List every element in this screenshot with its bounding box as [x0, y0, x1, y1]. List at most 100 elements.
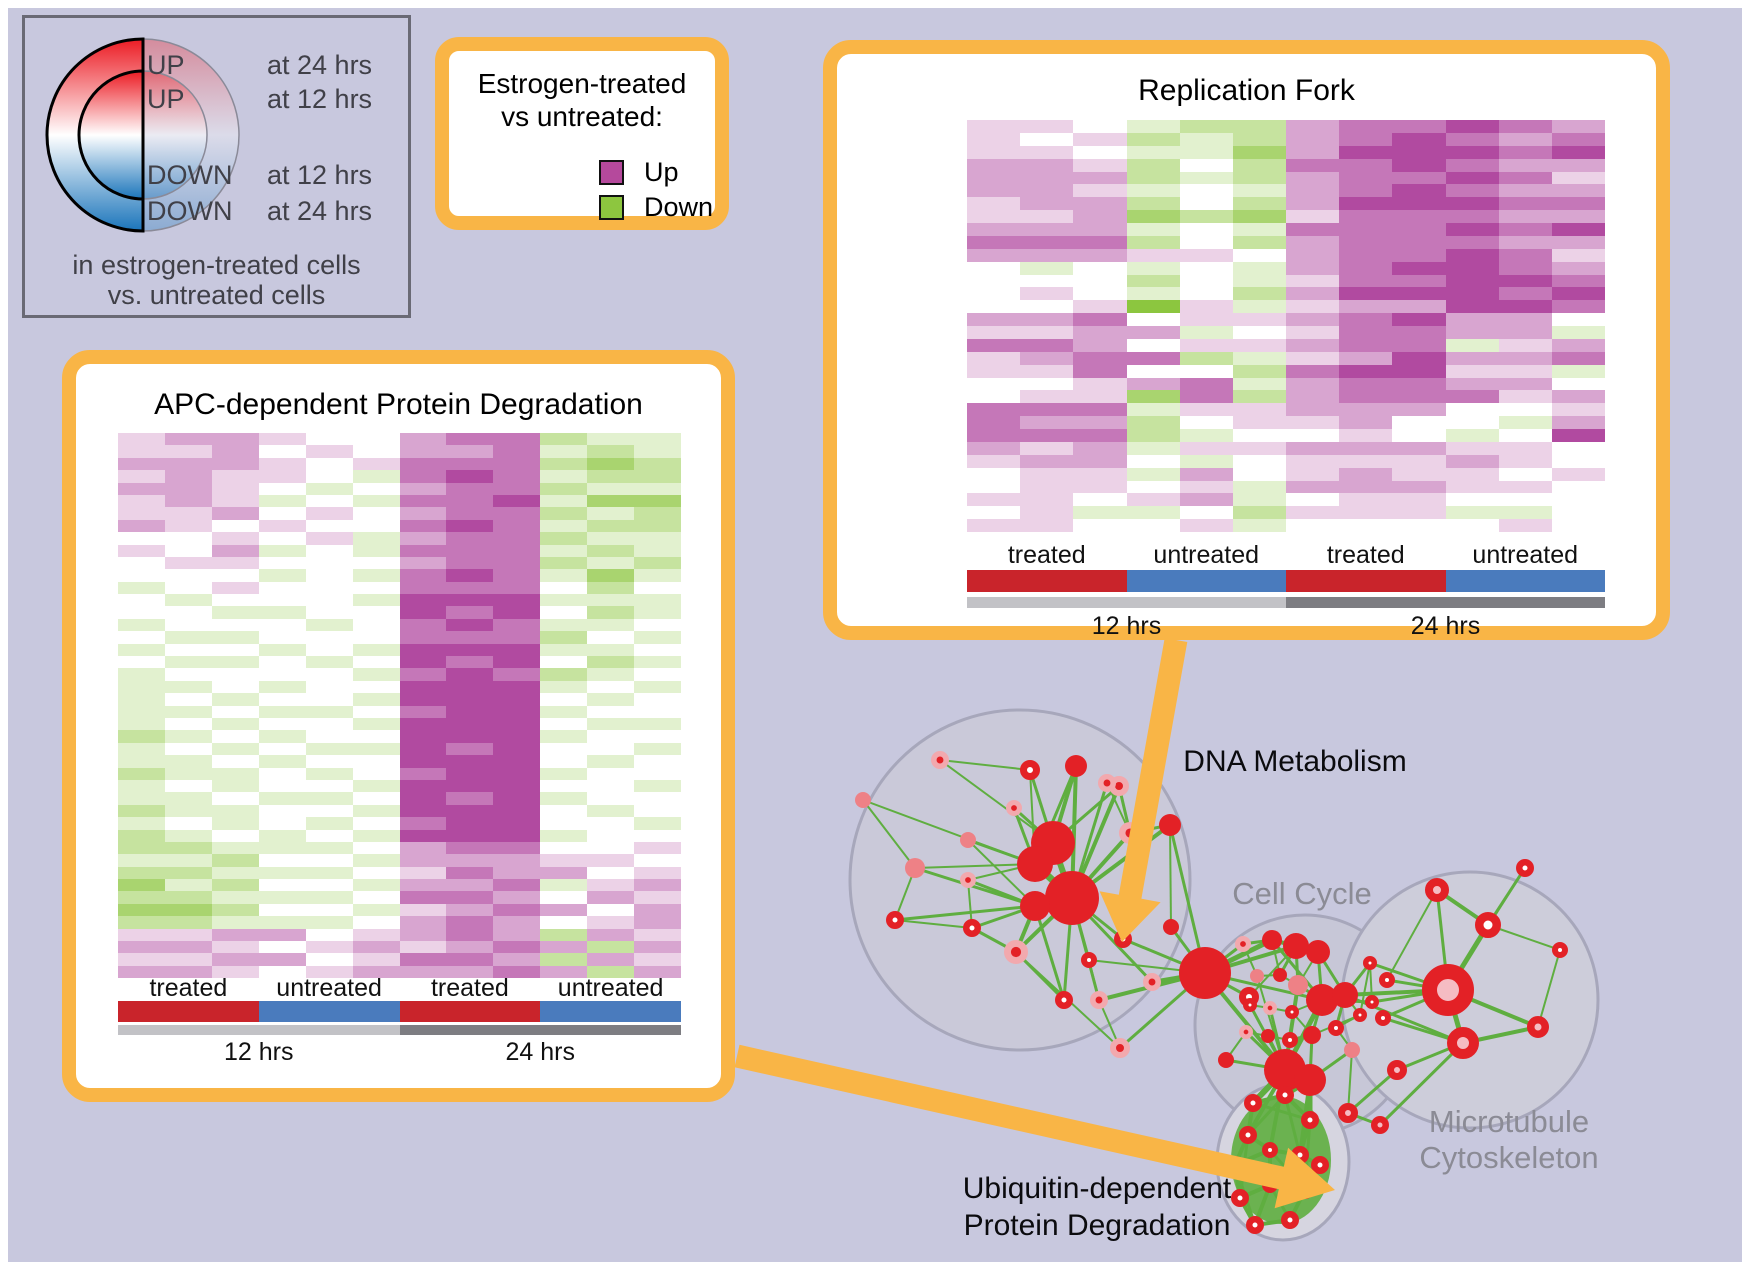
heatmap-cell	[1020, 287, 1074, 301]
heatmap-cell	[540, 457, 588, 471]
heatmap-cell	[258, 680, 306, 694]
heatmap-cell	[587, 494, 635, 508]
heatmap-cell	[446, 854, 494, 867]
heatmap-cell	[634, 457, 682, 471]
heatmap-cell	[399, 965, 447, 979]
heatmap-cell	[1498, 120, 1552, 133]
heatmap-cell	[1073, 377, 1127, 391]
heatmap-cell	[540, 519, 588, 533]
heatmap-cell	[399, 680, 447, 694]
heatmap-cell	[540, 556, 588, 570]
heatmap-cell	[1232, 300, 1287, 314]
heatmap-cell	[1339, 338, 1393, 352]
heatmap-cell	[1020, 364, 1074, 378]
ubiquitin-label-line2: Protein Degradation	[963, 1209, 1231, 1242]
heatmap-cell	[446, 903, 494, 917]
heatmap-cell	[587, 606, 635, 619]
heatmap-cell	[1020, 416, 1074, 429]
heatmap-cell	[1126, 454, 1180, 468]
heatmap-cell	[118, 755, 165, 768]
heatmap-cell	[352, 817, 400, 830]
heatmap-cell	[493, 767, 541, 780]
heatmap-cell	[1232, 454, 1287, 468]
heatmap-cell	[1126, 351, 1180, 365]
heatmap-cell	[211, 693, 259, 706]
heatmap-cell	[1073, 493, 1127, 507]
heatmap-cell	[258, 891, 306, 904]
heatmap-cell	[118, 581, 165, 595]
gene-node-pink-ring	[1004, 940, 1029, 965]
heatmap-cell	[1445, 338, 1499, 352]
heatmap-cell	[1551, 197, 1606, 211]
heatmap-cell	[587, 866, 635, 880]
heatmap-cell	[118, 494, 165, 508]
heatmap-row	[118, 656, 682, 669]
heatmap-cell	[1445, 274, 1499, 288]
heatmap-row	[967, 326, 1606, 339]
heatmap-row	[118, 693, 682, 706]
heatmap-cell	[305, 519, 353, 533]
heatmap-cell	[1339, 480, 1393, 494]
heatmap-cell	[493, 631, 541, 644]
heatmap-cell	[587, 755, 635, 768]
heatmap-cell	[587, 879, 635, 892]
gene-node-ring	[1516, 859, 1534, 877]
heatmap-cell	[446, 705, 494, 718]
timepoint-label: 24 hrs	[1410, 612, 1481, 640]
heatmap-cell	[587, 581, 635, 595]
heatmap-cell	[305, 594, 353, 607]
gene-node-ring	[963, 919, 981, 937]
heatmap-cell	[967, 454, 1021, 468]
heatmap-cell	[587, 804, 635, 818]
heatmap-cell	[540, 594, 588, 607]
heatmap-cell	[1392, 519, 1446, 532]
heatmap-cell	[118, 693, 165, 706]
heatmap-cell	[493, 594, 541, 607]
heatmap-cell	[1126, 197, 1180, 211]
heatmap-cell	[305, 705, 353, 718]
heatmap-cell	[1179, 287, 1233, 301]
heatmap-cell	[305, 618, 353, 632]
heatmap-row	[967, 120, 1606, 133]
heatmap-cell	[1232, 416, 1287, 429]
heatmap-cell	[305, 717, 353, 731]
heatmap-cell	[1126, 519, 1180, 532]
heatmap-cell	[634, 854, 682, 867]
heatmap-cell	[1179, 429, 1233, 442]
heatmap-cell	[164, 953, 212, 966]
heatmap-cell	[493, 482, 541, 495]
gene-node-pink	[905, 858, 925, 878]
heatmap-cell	[211, 717, 259, 731]
heatmap-cell	[1232, 351, 1287, 365]
gene-node-solid	[1303, 1026, 1321, 1044]
heatmap-cell	[493, 470, 541, 483]
gene-node-pink-ring	[1235, 935, 1252, 952]
heatmap-cell	[258, 643, 306, 657]
heatmap-cell	[493, 680, 541, 694]
heatmap-row	[118, 767, 682, 780]
gene-node-ring	[1281, 1211, 1299, 1229]
heatmap-cell	[399, 916, 447, 929]
gene-node-ring	[1328, 1020, 1344, 1036]
heatmap-cell	[1392, 326, 1446, 339]
heatmap-cell	[967, 351, 1021, 365]
heatmap-cell	[587, 656, 635, 669]
heatmap-cell	[305, 433, 353, 446]
timepoint-color-bar	[1286, 597, 1605, 608]
heatmap-cell	[1020, 235, 1074, 249]
heatmap-cell	[352, 556, 400, 570]
heatmap-cell	[1551, 377, 1606, 391]
condition-color-bar	[540, 1001, 681, 1022]
heatmap-cell	[258, 482, 306, 495]
heatmap-row	[967, 480, 1606, 494]
heatmap-cell	[1286, 248, 1340, 262]
heatmap-cell	[540, 742, 588, 756]
heatmap-cell	[967, 197, 1021, 211]
heatmap-cell	[1551, 364, 1606, 378]
heatmap-cell	[634, 717, 682, 731]
heatmap-cell	[493, 457, 541, 471]
estrogen-legend-title-line2: vs untreated:	[501, 101, 663, 132]
heatmap-cell	[1339, 223, 1393, 236]
heatmap-cell	[540, 445, 588, 458]
